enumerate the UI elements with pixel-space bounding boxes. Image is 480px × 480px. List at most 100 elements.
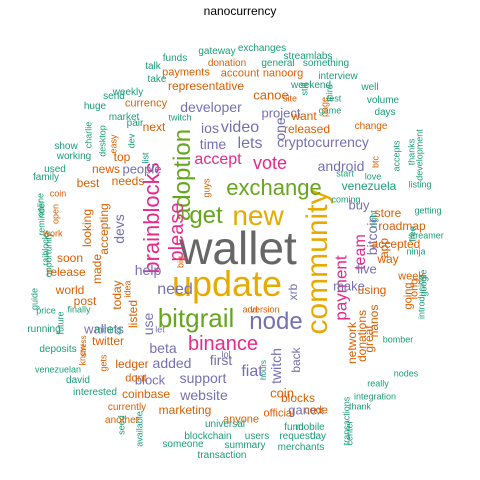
cloud-word: ledger: [115, 357, 149, 371]
cloud-word: marketing: [158, 403, 212, 417]
cloud-word: please: [166, 202, 188, 262]
cloud-word: make: [333, 278, 365, 294]
cloud-word: work: [43, 228, 63, 239]
cloud-word: coming: [331, 194, 361, 205]
cloud-word: integration: [353, 391, 397, 402]
cloud-word: world: [55, 283, 85, 297]
cloud-word: need: [157, 281, 193, 298]
cloud-word: news: [91, 162, 121, 176]
cloud-word: community: [301, 189, 334, 335]
cloud-word: twitch: [268, 348, 284, 384]
cloud-word: update: [171, 263, 283, 304]
cloud-word: center: [344, 420, 355, 446]
cloud-word: show: [54, 141, 78, 152]
cloud-word: introducing: [416, 274, 427, 320]
cloud-word: game: [318, 105, 342, 116]
cloud-word: weekend: [290, 80, 332, 91]
cloud-word: people: [122, 161, 162, 177]
cloud-word: ganex: [288, 402, 324, 418]
cloud-word: coin: [49, 188, 67, 199]
cloud-word: accepting: [97, 203, 111, 255]
cloud-word: right: [368, 210, 379, 228]
cloud-word: day: [309, 431, 327, 442]
cloud-word: price: [36, 305, 56, 316]
cloud-word: interview: [318, 71, 358, 82]
cloud-word: help: [134, 262, 162, 278]
cloud-word: summary: [224, 440, 266, 451]
cloud-word: getting: [414, 205, 442, 216]
cloud-word: well: [361, 82, 379, 93]
cloud-word: change: [354, 121, 388, 132]
cloud-word: add: [242, 304, 258, 315]
cloud-word: start: [336, 168, 354, 179]
cloud-word: accept: [194, 151, 242, 168]
cloud-word: development: [414, 129, 425, 181]
cloud-word: another: [105, 415, 139, 426]
cloud-word: exchange: [226, 175, 322, 200]
cloud-word: used: [44, 164, 66, 175]
cloud-word: developer: [180, 99, 242, 115]
cloud-word: bitgrail: [157, 303, 235, 333]
cloud-word: gateway: [198, 46, 236, 57]
cloud-word: page: [319, 96, 330, 118]
cloud-word: list: [140, 152, 151, 164]
cloud-word: way: [377, 252, 399, 266]
cloud-word: get: [189, 202, 223, 229]
cloud-word: fiat: [241, 363, 263, 380]
cloud-word: seed: [116, 415, 127, 435]
cloud-word: fund: [284, 422, 304, 433]
cloud-word: someone: [162, 439, 204, 450]
cloud-word: opportunity: [43, 232, 54, 278]
cloud-word: open: [50, 203, 61, 225]
cloud-word: payments: [162, 66, 210, 79]
cloud-word: wallets: [84, 321, 124, 337]
cloud-word: node: [249, 308, 303, 335]
cloud-word: site: [282, 93, 298, 104]
cloud-word: let: [155, 324, 165, 335]
cloud-word: currently: [107, 402, 147, 413]
cloud-word: transaction: [197, 450, 247, 461]
cloud-word: blockchain: [184, 431, 232, 442]
cloud-word: interested: [73, 387, 117, 398]
cloud-word: xrb: [286, 283, 300, 301]
cloud-word: running: [27, 324, 61, 335]
cloud-word: desktop: [97, 125, 108, 157]
cloud-word: ios: [201, 120, 219, 136]
cloud-word: love: [364, 171, 382, 182]
cloud-word: general: [261, 58, 295, 69]
cloud-word: twitch: [168, 112, 192, 123]
cloud-word: listed: [126, 299, 140, 329]
cloud-word: needs: [111, 174, 145, 188]
cloud-word: streamlabs: [283, 51, 333, 62]
cloud-word: something: [302, 58, 350, 69]
cloud-word: using: [357, 283, 387, 297]
cloud-word: easy: [108, 134, 119, 154]
cloud-word: mobile: [295, 422, 325, 433]
cloud-word: top: [113, 150, 131, 164]
cloud-word: back: [289, 347, 303, 373]
cloud-word: beta: [149, 340, 177, 356]
cloud-word: want: [291, 109, 317, 123]
cloud-word: david: [66, 375, 90, 386]
cloud-word: idea: [122, 280, 133, 298]
cloud-word: release: [46, 265, 86, 279]
cloud-word: video: [220, 119, 260, 136]
cloud-word: talk: [145, 61, 161, 72]
cloud-word: donation: [207, 58, 247, 69]
cloud-word: weekly: [112, 87, 144, 98]
cloud-word: account: [220, 67, 260, 80]
cloud-word: lets: [237, 135, 263, 152]
cloud-word: pair: [126, 118, 144, 129]
cloud-word: use: [140, 312, 156, 336]
cloud-word: ninja: [406, 246, 426, 257]
cloud-word: app: [377, 237, 391, 259]
cloud-word: volume: [366, 95, 400, 106]
cloud-word: added: [152, 355, 192, 371]
cloud-word: venezuela: [341, 179, 397, 193]
cloud-word: roadmap: [378, 219, 426, 233]
cloud-word: anyone: [222, 413, 260, 426]
cloud-word: released: [283, 122, 331, 136]
cloud-word: test: [326, 93, 342, 104]
cloud-word: huge: [83, 101, 107, 112]
